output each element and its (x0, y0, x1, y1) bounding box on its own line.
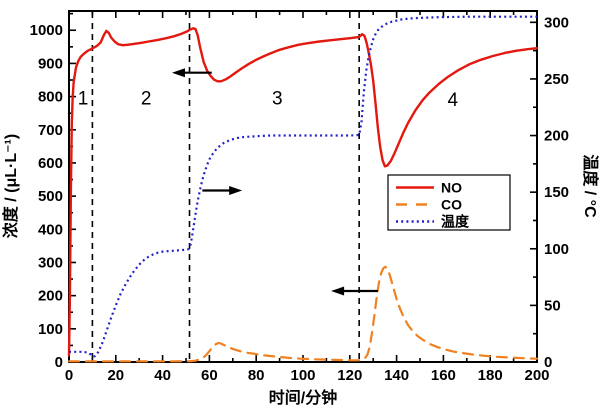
y-right-axis-title: 温度 / °C (581, 153, 600, 218)
x-tick-label: 140 (384, 367, 409, 384)
x-tick-label: 160 (431, 367, 456, 384)
x-tick-label: 40 (154, 367, 171, 384)
arrow-head (171, 68, 185, 78)
y-left-tick-labels: 0 100 200 300 400 500 600 700 800 900 1000 (30, 22, 63, 371)
x-tick-label: 0 (65, 367, 73, 384)
legend-label: NO (441, 180, 462, 196)
legend-label: 温度 (441, 214, 470, 230)
y-left-tick-label: 400 (38, 221, 63, 238)
y-left-tick-label: 0 (55, 354, 63, 371)
stage-label: 2 (141, 88, 152, 109)
axis-indicator-arrow (331, 286, 378, 296)
stage-label: 4 (447, 90, 458, 111)
x-tick-label: 100 (290, 367, 315, 384)
y-left-tick-label: 100 (38, 321, 63, 338)
y-right-tick-labels: 0 50 100 150 200 250 300 (544, 14, 569, 371)
legend-label: CO (441, 197, 462, 213)
x-tick-label: 120 (337, 367, 362, 384)
x-axis-title: 时间/分钟 (269, 388, 337, 407)
y-left-axis-title: 浓度 / (μL·L⁻¹) (1, 134, 20, 238)
y-left-tick-label: 700 (38, 122, 63, 139)
stage-label: 1 (78, 88, 89, 109)
stage-boundaries (91, 12, 360, 361)
x-axis-tick-labels: 0 20 40 60 80 100 120 140 160 180 200 (65, 367, 550, 384)
x-tick-label: 80 (248, 367, 265, 384)
y-right-tick-label: 300 (544, 14, 569, 31)
y-left-tick-label: 200 (38, 288, 63, 305)
y-left-tick-label: 500 (38, 188, 63, 205)
x-tick-label: 60 (201, 367, 218, 384)
x-tick-label: 180 (478, 367, 503, 384)
co-curve (67, 265, 539, 363)
arrow-head (229, 185, 243, 195)
axis-indicator-arrow (171, 68, 212, 78)
y-left-tick-label: 600 (38, 155, 63, 172)
axis-indicator-arrow (202, 185, 243, 195)
no-curve (67, 27, 539, 357)
y-left-tick-label: 900 (38, 55, 63, 72)
y-left-tick-label: 1000 (30, 22, 63, 39)
x-tick-label: 20 (107, 367, 124, 384)
temp-curve (69, 15, 537, 358)
y-right-tick-label: 50 (544, 297, 561, 314)
stage-label: 3 (272, 88, 283, 109)
y-right-tick-label: 250 (544, 71, 569, 88)
x-tick-label: 200 (524, 367, 549, 384)
y-right-tick-label: 150 (544, 184, 569, 201)
y-right-tick-label: 200 (544, 128, 569, 145)
y-left-tick-label: 300 (38, 254, 63, 271)
arrow-head (331, 286, 345, 296)
y-right-tick-label: 100 (544, 241, 569, 258)
y-left-tick-label: 800 (38, 89, 63, 106)
y-right-tick-label: 0 (544, 354, 552, 371)
